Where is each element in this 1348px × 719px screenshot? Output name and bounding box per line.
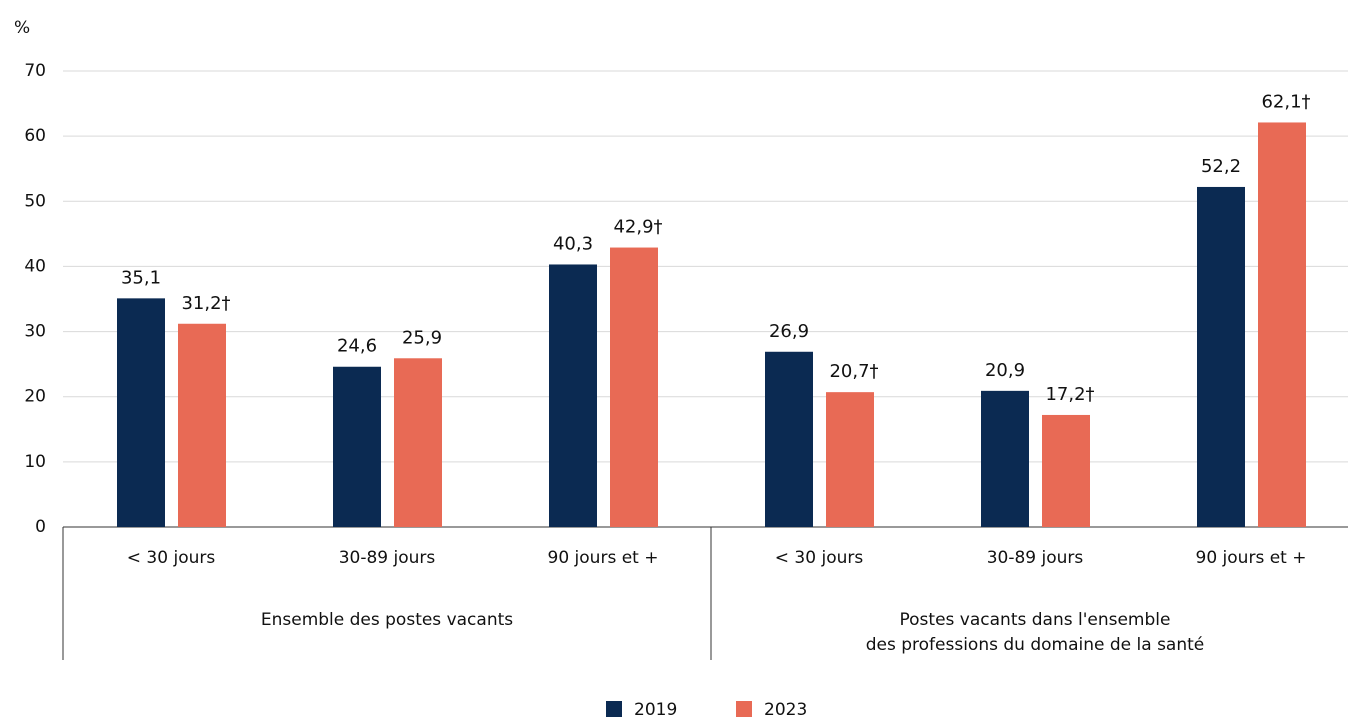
legend-label: 2023 [764,700,807,719]
y-tick-label: 30 [24,322,46,342]
legend-label: 2019 [634,700,677,719]
bar [1197,186,1245,527]
bar [826,392,874,527]
y-tick-label: 50 [24,191,46,211]
legend-swatch [606,701,622,717]
group-label: Ensemble des postes vacants [261,610,513,630]
legend-swatch [736,701,752,717]
bar [981,390,1029,527]
bar [549,264,597,527]
x-tick-label: 30-89 jours [339,548,436,568]
value-label: 20,7† [829,361,878,382]
bar [394,358,442,527]
value-label: 26,9 [769,321,809,342]
x-tick-label: 90 jours et + [548,548,659,568]
value-label: 24,6 [337,336,377,357]
bar [610,247,658,527]
group-label: des professions du domaine de la santé [866,635,1205,655]
value-label: 62,1† [1261,91,1310,112]
value-label: 35,1 [121,267,161,288]
group-label: Postes vacants dans l'ensemble [900,610,1171,630]
x-tick-label: 30-89 jours [987,548,1084,568]
value-label: 40,3 [553,233,593,254]
value-label: 31,2† [181,293,230,314]
x-tick-label: < 30 jours [775,548,864,568]
value-label: 25,9 [402,327,442,348]
y-tick-label: 60 [24,126,46,146]
bar [765,351,813,527]
y-tick-label: 0 [35,517,46,537]
y-tick-label: 40 [24,256,46,276]
y-axis-label: % [14,18,30,38]
bar [1258,122,1306,527]
value-label: 20,9 [985,360,1025,381]
value-label: 42,9† [613,217,662,238]
value-label: 17,2† [1045,384,1094,405]
bar [178,323,226,527]
y-tick-label: 70 [24,61,46,81]
bar [117,298,165,527]
y-tick-label: 20 [24,387,46,407]
bar [333,366,381,527]
value-label: 52,2 [1201,156,1241,177]
x-tick-label: < 30 jours [127,548,216,568]
y-tick-label: 10 [24,452,46,472]
bar [1042,414,1090,527]
x-tick-label: 90 jours et + [1196,548,1307,568]
